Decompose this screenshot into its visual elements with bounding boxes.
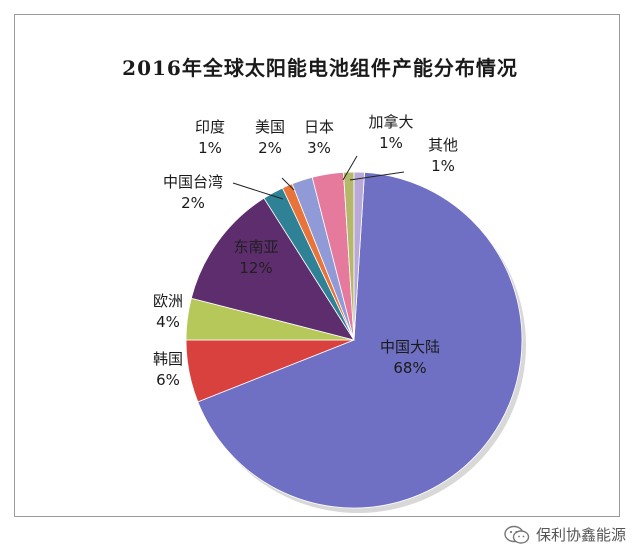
slice-percent: 12% bbox=[239, 259, 273, 277]
slice-label-6: 美国 2% bbox=[230, 117, 310, 159]
watermark-text: 保利协鑫能源 bbox=[535, 526, 626, 544]
leader-line-9 bbox=[349, 171, 405, 181]
slice-name: 东南亚 bbox=[233, 238, 279, 256]
pie-slice-9 bbox=[353, 171, 365, 341]
slice-name: 日本 bbox=[303, 118, 334, 136]
slice-name: 印度 bbox=[194, 118, 225, 136]
watermark: 保利协鑫能源 bbox=[504, 524, 626, 545]
slice-name: 加拿大 bbox=[368, 113, 414, 131]
leader-line-8 bbox=[342, 155, 358, 181]
slice-name: 韩国 bbox=[152, 350, 183, 368]
slice-percent: 1% bbox=[379, 134, 403, 152]
pie-slice-0 bbox=[197, 171, 523, 509]
slice-label-3: 东南亚 12% bbox=[216, 237, 296, 279]
slice-percent: 1% bbox=[431, 157, 455, 175]
slice-percent: 6% bbox=[156, 371, 180, 389]
slice-percent: 1% bbox=[198, 139, 222, 157]
slice-percent: 3% bbox=[307, 139, 331, 157]
leader-line-6 bbox=[281, 177, 295, 191]
slice-name: 其他 bbox=[427, 136, 458, 154]
wechat-icon bbox=[504, 525, 530, 544]
slice-label-1: 韩国 6% bbox=[128, 349, 208, 391]
leader-line-5 bbox=[232, 182, 284, 200]
slice-percent: 68% bbox=[393, 359, 427, 377]
slice-label-5: 印度 1% bbox=[170, 117, 250, 159]
pie-slice-3 bbox=[190, 197, 355, 341]
slice-name: 中国台湾 bbox=[162, 173, 223, 191]
slice-label-2: 欧洲 4% bbox=[128, 291, 208, 333]
chart-title: 2016年全球太阳能电池组件产能分布情况 bbox=[122, 56, 518, 80]
slice-percent: 2% bbox=[181, 194, 205, 212]
slice-label-0: 中国大陆 68% bbox=[370, 337, 450, 379]
slice-name: 中国大陆 bbox=[379, 338, 440, 356]
slice-name: 欧洲 bbox=[152, 292, 183, 310]
slice-label-7: 日本 3% bbox=[279, 117, 359, 159]
slice-label-8: 加拿大 1% bbox=[351, 112, 431, 154]
slice-label-9: 其他 1% bbox=[403, 135, 483, 177]
slice-label-4: 中国台湾 2% bbox=[153, 172, 233, 214]
slice-name: 美国 bbox=[254, 118, 285, 136]
slice-percent: 4% bbox=[156, 313, 180, 331]
slice-percent: 2% bbox=[258, 139, 282, 157]
